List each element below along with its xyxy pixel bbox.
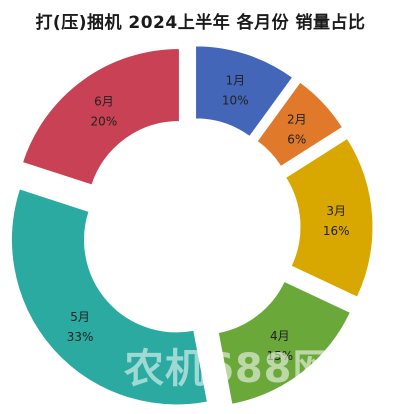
slice-category-label-3: 3月: [326, 204, 346, 218]
slice-value-label-1: 10%: [222, 94, 249, 108]
donut-slice-4: [217, 280, 351, 405]
slice-value-label-2: 6%: [287, 133, 306, 147]
slice-category-label-4: 4月: [270, 329, 290, 343]
slice-value-label-6: 20%: [91, 114, 118, 128]
slice-value-label-4: 15%: [266, 349, 293, 363]
donut-slice-3: [284, 137, 374, 298]
slice-category-label-2: 2月: [287, 113, 307, 127]
slice-value-label-5: 33%: [67, 330, 94, 344]
chart-title: 打(压)捆机 2024上半年 各月份 销量占比: [35, 13, 366, 33]
donut-slice-2: [256, 81, 344, 168]
slice-category-label-6: 6月: [94, 94, 114, 108]
watermark-text: 农机688网: [124, 346, 334, 392]
slice-category-label-5: 5月: [70, 310, 90, 324]
slice-value-label-3: 16%: [323, 224, 350, 238]
donut-slice-5: [11, 188, 209, 406]
donut-slice-1: [195, 45, 294, 138]
slice-category-label-1: 1月: [225, 74, 245, 88]
donut-slice-6: [21, 47, 180, 186]
